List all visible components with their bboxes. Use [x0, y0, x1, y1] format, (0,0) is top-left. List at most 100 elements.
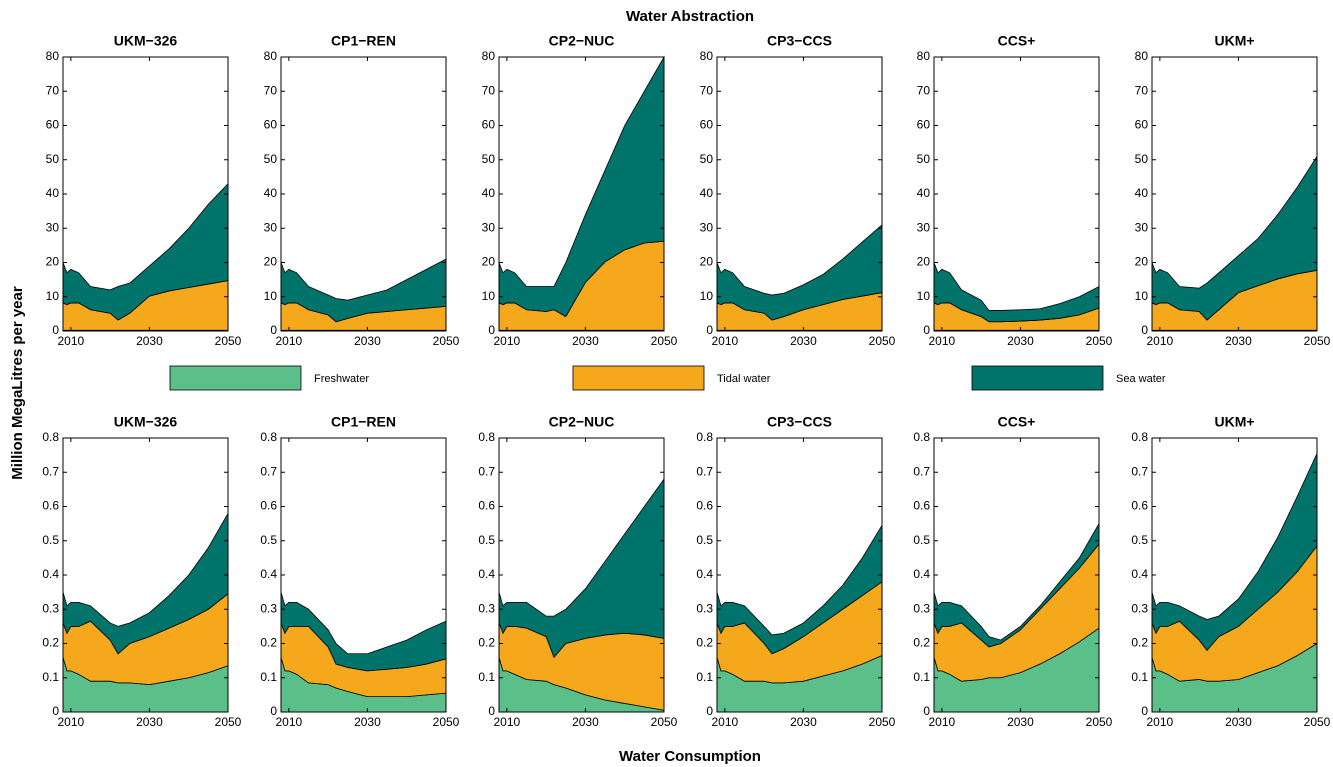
y-tick-label: 40 — [264, 186, 278, 200]
y-tick-label: 80 — [1135, 49, 1149, 63]
y-tick-label: 20 — [46, 255, 60, 269]
y-tick-label: 60 — [46, 118, 60, 132]
y-tick-label: 0.2 — [260, 636, 277, 650]
y-tick-label: 0.2 — [913, 636, 930, 650]
x-tick-label: 2010 — [276, 334, 303, 348]
y-tick-label: 70 — [700, 83, 714, 97]
y-tick-label: 40 — [482, 186, 496, 200]
x-tick-label: 2030 — [354, 334, 381, 348]
y-tick-label: 0.6 — [260, 499, 277, 513]
y-tick-label: 80 — [46, 49, 60, 63]
y-tick-label: 30 — [46, 220, 60, 234]
x-tick-label: 2010 — [494, 334, 521, 348]
legend-swatch — [572, 365, 705, 391]
legend-swatch — [971, 365, 1104, 391]
y-tick-label: 0.5 — [42, 533, 59, 547]
chart-title: CCS+ — [998, 414, 1036, 430]
x-tick-label: 2010 — [929, 715, 956, 729]
y-tick-label: 50 — [917, 152, 931, 166]
x-tick-label: 2050 — [215, 334, 242, 348]
y-tick-label: 0 — [488, 704, 495, 718]
x-tick-label: 2030 — [790, 334, 817, 348]
y-tick-label: 30 — [917, 220, 931, 234]
x-tick-label: 2010 — [58, 715, 85, 729]
x-tick-label: 2050 — [433, 715, 460, 729]
chart-title: UKM−326 — [114, 414, 178, 430]
y-tick-label: 70 — [46, 83, 60, 97]
x-tick-label: 2010 — [712, 334, 739, 348]
y-tick-label: 0 — [1141, 323, 1148, 337]
y-tick-label: 0.4 — [42, 567, 59, 581]
y-tick-label: 0 — [270, 323, 277, 337]
y-tick-label: 60 — [700, 118, 714, 132]
y-tick-label: 0.5 — [478, 533, 495, 547]
y-tick-label: 10 — [1135, 289, 1149, 303]
y-tick-label: 0.5 — [1131, 533, 1148, 547]
y-tick-label: 0.3 — [696, 601, 713, 615]
y-tick-label: 30 — [264, 220, 278, 234]
y-tick-label: 0.7 — [696, 464, 713, 478]
y-tick-label: 0.8 — [260, 430, 277, 444]
y-tick-label: 0.3 — [913, 601, 930, 615]
y-tick-label: 0.7 — [260, 464, 277, 478]
y-tick-label: 70 — [917, 83, 931, 97]
y-tick-label: 0.8 — [478, 430, 495, 444]
y-tick-label: 10 — [917, 289, 931, 303]
x-tick-label: 2030 — [572, 334, 599, 348]
y-tick-label: 0.6 — [478, 499, 495, 513]
y-tick-label: 0.1 — [42, 670, 59, 684]
y-tick-label: 70 — [264, 83, 278, 97]
legend-label: Tidal water — [717, 373, 771, 385]
y-tick-label: 0.8 — [696, 430, 713, 444]
y-tick-label: 0.6 — [696, 499, 713, 513]
y-tick-label: 0.1 — [696, 670, 713, 684]
x-tick-label: 2030 — [1007, 334, 1034, 348]
y-tick-label: 0.8 — [1131, 430, 1148, 444]
y-tick-label: 10 — [46, 289, 60, 303]
y-tick-label: 60 — [1135, 118, 1149, 132]
x-tick-label: 2050 — [1086, 715, 1113, 729]
y-tick-label: 20 — [917, 255, 931, 269]
y-tick-label: 70 — [1135, 83, 1149, 97]
y-tick-label: 0.8 — [42, 430, 59, 444]
y-tick-label: 20 — [482, 255, 496, 269]
y-tick-label: 0.4 — [913, 567, 930, 581]
chart-title: CCS+ — [998, 33, 1036, 49]
row-title: Water Consumption — [619, 748, 761, 765]
y-tick-label: 0.6 — [42, 499, 59, 513]
y-tick-label: 40 — [917, 186, 931, 200]
y-tick-label: 0.6 — [1131, 499, 1148, 513]
y-tick-label: 0 — [52, 323, 59, 337]
y-tick-label: 50 — [482, 152, 496, 166]
y-tick-label: 20 — [1135, 255, 1149, 269]
x-tick-label: 2030 — [572, 715, 599, 729]
y-tick-label: 70 — [482, 83, 496, 97]
x-tick-label: 2050 — [651, 715, 678, 729]
y-tick-label: 0 — [706, 323, 713, 337]
y-axis-label: Million MegaLitres per year — [9, 286, 26, 480]
chart-title: CP1−REN — [331, 33, 396, 49]
chart-title: CP3−CCS — [767, 414, 832, 430]
y-tick-label: 0.5 — [913, 533, 930, 547]
x-tick-label: 2010 — [58, 334, 85, 348]
x-tick-label: 2050 — [869, 334, 896, 348]
x-tick-label: 2010 — [712, 715, 739, 729]
y-tick-label: 0.3 — [42, 601, 59, 615]
legend-swatch — [169, 365, 302, 391]
x-tick-label: 2030 — [1225, 715, 1252, 729]
y-tick-label: 20 — [700, 255, 714, 269]
y-tick-label: 20 — [264, 255, 278, 269]
x-tick-label: 2030 — [354, 715, 381, 729]
x-tick-label: 2010 — [929, 334, 956, 348]
y-tick-label: 0 — [923, 323, 930, 337]
y-tick-label: 0 — [52, 704, 59, 718]
row-title: Water Abstraction — [626, 8, 754, 25]
chart-title: CP2−NUC — [549, 414, 615, 430]
chart-title: CP3−CCS — [767, 33, 832, 49]
y-tick-label: 0 — [488, 323, 495, 337]
x-tick-label: 2030 — [1007, 715, 1034, 729]
y-tick-label: 0.4 — [260, 567, 277, 581]
y-tick-label: 0.1 — [1131, 670, 1148, 684]
y-tick-label: 0.1 — [913, 670, 930, 684]
